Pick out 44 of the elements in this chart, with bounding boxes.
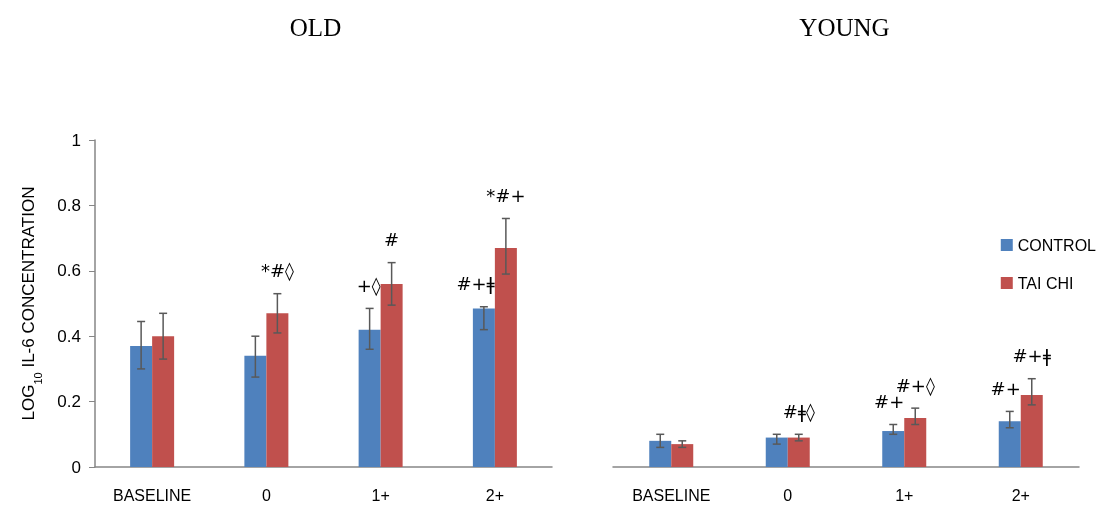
bar: [266, 313, 289, 467]
bar: [152, 336, 175, 467]
bar: [244, 355, 267, 467]
x-tick-label: 2+: [485, 486, 504, 504]
bar: [787, 437, 810, 467]
annotation: #: [384, 229, 400, 251]
bar: [1020, 395, 1043, 467]
bar: [649, 440, 672, 467]
annotation: +◊: [356, 274, 381, 297]
x-tick-label: 2+: [1011, 486, 1030, 504]
bar: [358, 329, 381, 467]
x-tick-label: 1+: [895, 486, 914, 504]
annotation: *#◊: [260, 260, 294, 283]
y-tick-label: 1: [71, 130, 81, 150]
annotation: #+ǂ: [456, 273, 496, 295]
x-tick-label: BASELINE: [112, 486, 192, 504]
annotation: #+ǂ: [1012, 345, 1052, 367]
bar: [380, 283, 403, 467]
bar: [671, 444, 694, 467]
bar: [998, 421, 1021, 467]
x-tick-label: BASELINE: [632, 486, 711, 504]
bar: [130, 346, 153, 467]
y-tick-label: 0.4: [57, 326, 81, 346]
bar: [904, 417, 927, 467]
annotation: #ǂ◊: [782, 400, 815, 423]
y-tick-label: 0.8: [57, 195, 81, 215]
x-tick-label: 0: [783, 486, 793, 504]
bar: [494, 247, 517, 467]
annotation: #+◊: [895, 374, 935, 397]
bar: [882, 431, 905, 467]
y-tick-label: 0.2: [57, 392, 81, 412]
legend-label: CONTROL: [1017, 236, 1097, 254]
annotation: #+: [990, 377, 1021, 399]
chart-title: YOUNG: [799, 14, 890, 41]
x-tick-label: 0: [261, 486, 271, 504]
legend-label: TAI CHI: [1017, 274, 1074, 292]
y-tick-label: 0: [71, 457, 81, 477]
bar: [765, 437, 788, 467]
bar: [472, 308, 495, 467]
annotation: *#+: [486, 184, 526, 206]
x-tick-label: 1+: [371, 486, 390, 504]
y-tick-label: 0.6: [57, 261, 81, 281]
chart-title: OLD: [289, 14, 342, 41]
y-axis-title: LOG10 IL-6 CONCENTRATION: [19, 186, 44, 421]
